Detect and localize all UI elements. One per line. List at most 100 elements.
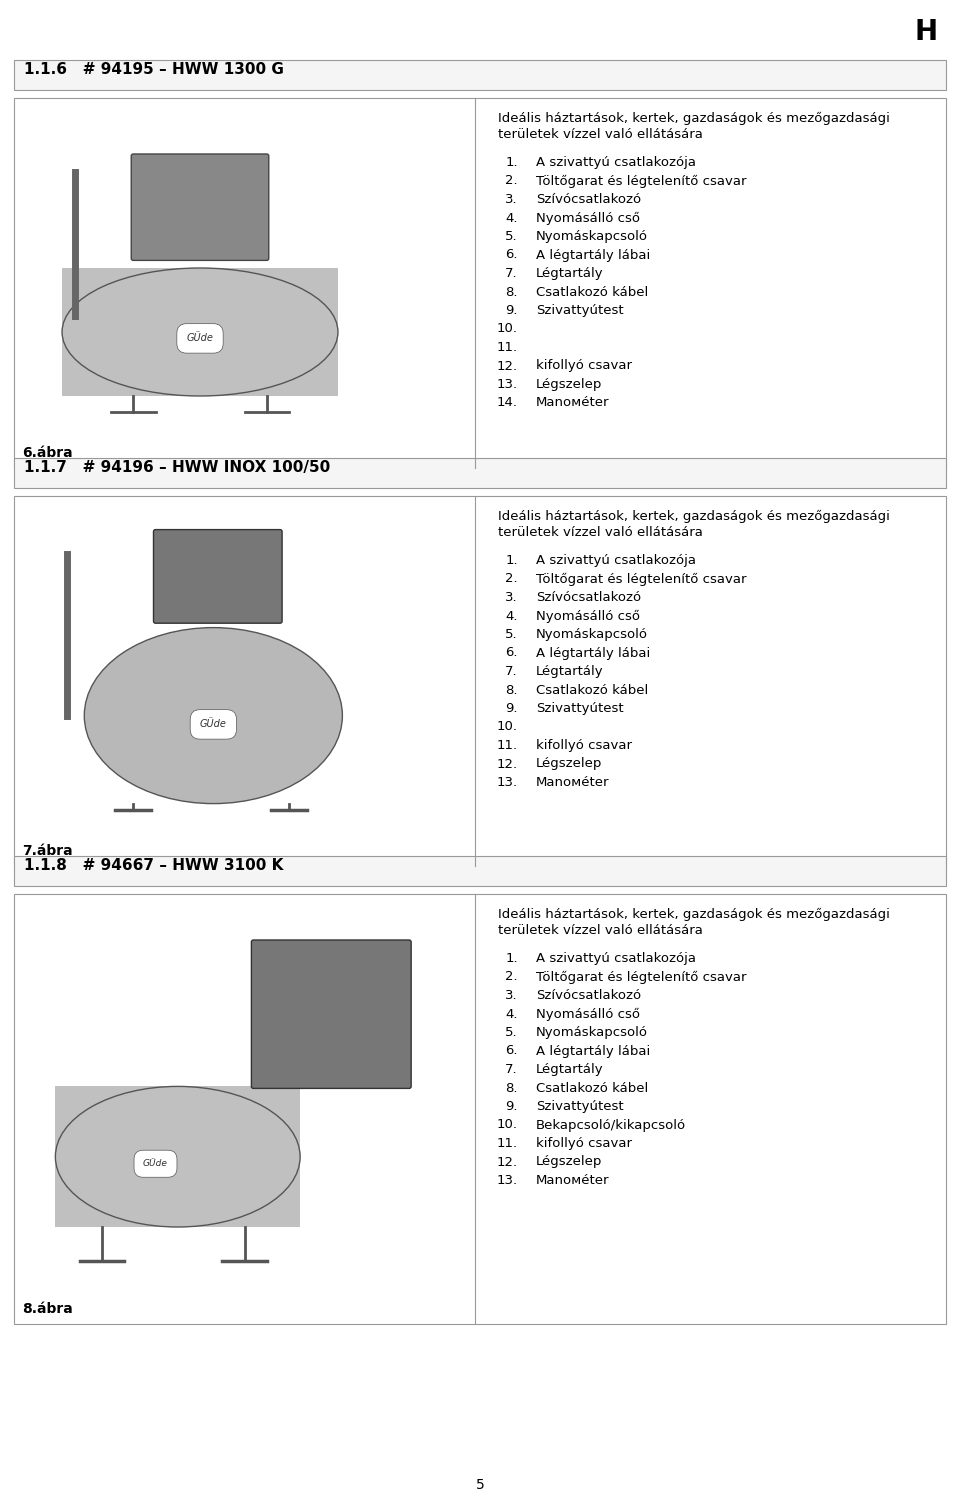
Text: Szívócsatlakozó: Szívócsatlakozó bbox=[536, 592, 641, 604]
Text: Nyomáskapcsoló: Nyomáskapcsoló bbox=[536, 628, 648, 641]
Text: 1.: 1. bbox=[505, 156, 518, 169]
Text: Szívócsatlakozó: Szívócsatlakozó bbox=[536, 989, 641, 1002]
Text: Ideális háztartások, kertek, gazdaságok és mezőgazdasági: Ideális háztartások, kertek, gazdaságok … bbox=[498, 112, 890, 126]
Text: 8.: 8. bbox=[506, 683, 518, 697]
Text: 12.: 12. bbox=[497, 360, 518, 373]
Text: Ideális háztartások, kertek, gazdaságok és mezőgazdasági: Ideális háztartások, kertek, gazdaságok … bbox=[498, 509, 890, 523]
Text: A légtartály lábai: A légtartály lábai bbox=[536, 249, 650, 262]
Text: Szivattyútest: Szivattyútest bbox=[536, 1100, 624, 1113]
Text: 12.: 12. bbox=[497, 1155, 518, 1168]
Text: GÜde: GÜde bbox=[200, 719, 227, 730]
Text: Szivattyútest: Szivattyútest bbox=[536, 304, 624, 318]
Text: területek vízzel való ellátására: területek vízzel való ellátására bbox=[498, 127, 703, 141]
Text: kifollyó csavar: kifollyó csavar bbox=[536, 739, 632, 752]
Text: Légtartály: Légtartály bbox=[536, 267, 604, 280]
Bar bbox=[14, 894, 946, 1324]
Text: Manoмéter: Manoмéter bbox=[536, 776, 610, 789]
Text: Csatlakozó kábel: Csatlakozó kábel bbox=[536, 286, 648, 298]
Text: 3.: 3. bbox=[505, 193, 518, 207]
Text: 5.: 5. bbox=[505, 628, 518, 641]
Text: Töltőgarat és légtelenítő csavar: Töltőgarat és légtelenítő csavar bbox=[536, 572, 747, 586]
Text: Manoмéter: Manoмéter bbox=[536, 1174, 610, 1186]
Bar bbox=[14, 97, 946, 467]
Text: 2.: 2. bbox=[505, 572, 518, 586]
FancyBboxPatch shape bbox=[132, 154, 269, 261]
Bar bbox=[62, 268, 338, 395]
Text: 2.: 2. bbox=[505, 971, 518, 984]
Bar bbox=[14, 60, 946, 90]
Text: Manoмéter: Manoмéter bbox=[536, 397, 610, 409]
Text: 9.: 9. bbox=[506, 703, 518, 715]
Text: Légszelep: Légszelep bbox=[536, 377, 602, 391]
Text: 1.1.7   # 94196 – HWW INOX 100/50: 1.1.7 # 94196 – HWW INOX 100/50 bbox=[24, 460, 330, 475]
Bar bbox=[14, 458, 946, 488]
Text: 3.: 3. bbox=[505, 989, 518, 1002]
Ellipse shape bbox=[84, 628, 343, 803]
Text: Nyomásálló cső: Nyomásálló cső bbox=[536, 610, 640, 623]
Text: kifollyó csavar: kifollyó csavar bbox=[536, 360, 632, 373]
Text: Töltőgarat és légtelenítő csavar: Töltőgarat és légtelenítő csavar bbox=[536, 174, 747, 187]
Text: Töltőgarat és légtelenítő csavar: Töltőgarat és légtelenítő csavar bbox=[536, 971, 747, 984]
Text: GÜde: GÜde bbox=[186, 334, 213, 343]
Text: Légszelep: Légszelep bbox=[536, 758, 602, 770]
Ellipse shape bbox=[56, 1086, 300, 1227]
Text: A légtartály lábai: A légtartály lábai bbox=[536, 1044, 650, 1058]
Text: 5.: 5. bbox=[505, 1026, 518, 1040]
Text: 5.: 5. bbox=[505, 231, 518, 243]
Text: Légszelep: Légszelep bbox=[536, 1155, 602, 1168]
Text: Bekapcsoló/kikapcsoló: Bekapcsoló/kikapcsoló bbox=[536, 1119, 686, 1131]
Text: 10.: 10. bbox=[497, 721, 518, 734]
Text: 1.1.8   # 94667 – HWW 3100 K: 1.1.8 # 94667 – HWW 3100 K bbox=[24, 858, 283, 873]
Text: 5: 5 bbox=[475, 1479, 485, 1492]
Text: kifollyó csavar: kifollyó csavar bbox=[536, 1137, 632, 1150]
Text: 6.: 6. bbox=[506, 249, 518, 262]
Text: Ideális háztartások, kertek, gazdaságok és mezőgazdasági: Ideális háztartások, kertek, gazdaságok … bbox=[498, 908, 890, 921]
Text: 1.1.6   # 94195 – HWW 1300 G: 1.1.6 # 94195 – HWW 1300 G bbox=[24, 61, 284, 76]
Text: területek vízzel való ellátására: területek vízzel való ellátására bbox=[498, 526, 703, 539]
Text: Csatlakozó kábel: Csatlakozó kábel bbox=[536, 1082, 648, 1095]
Text: Légtartály: Légtartály bbox=[536, 1064, 604, 1076]
Text: GÜde: GÜde bbox=[143, 1159, 168, 1168]
Text: 10.: 10. bbox=[497, 1119, 518, 1131]
Text: 11.: 11. bbox=[497, 1137, 518, 1150]
Text: 6.: 6. bbox=[506, 647, 518, 659]
Text: Szivattyútest: Szivattyútest bbox=[536, 703, 624, 715]
Text: 7.: 7. bbox=[505, 665, 518, 679]
FancyBboxPatch shape bbox=[154, 530, 282, 623]
Text: 8.ábra: 8.ábra bbox=[22, 1302, 73, 1317]
Text: Nyomásálló cső: Nyomásálló cső bbox=[536, 1008, 640, 1020]
Text: Légtartály: Légtartály bbox=[536, 665, 604, 679]
Text: A szivattyú csatlakozója: A szivattyú csatlakozója bbox=[536, 156, 696, 169]
Text: 7.ábra: 7.ábra bbox=[22, 843, 73, 858]
Text: Nyomáskapcsoló: Nyomáskapcsoló bbox=[536, 231, 648, 243]
Text: Nyomásálló cső: Nyomásálló cső bbox=[536, 211, 640, 225]
Text: 4.: 4. bbox=[506, 1008, 518, 1020]
FancyBboxPatch shape bbox=[252, 941, 411, 1089]
Bar bbox=[14, 496, 946, 866]
Text: 4.: 4. bbox=[506, 211, 518, 225]
Text: 13.: 13. bbox=[497, 1174, 518, 1186]
Text: 11.: 11. bbox=[497, 342, 518, 354]
Text: 1.: 1. bbox=[505, 554, 518, 568]
Text: Nyomáskapcsoló: Nyomáskapcsoló bbox=[536, 1026, 648, 1040]
Text: 7.: 7. bbox=[505, 267, 518, 280]
Text: 13.: 13. bbox=[497, 776, 518, 789]
Text: 13.: 13. bbox=[497, 377, 518, 391]
Text: 14.: 14. bbox=[497, 397, 518, 409]
Text: 10.: 10. bbox=[497, 322, 518, 336]
Text: 8.: 8. bbox=[506, 286, 518, 298]
Text: Csatlakozó kábel: Csatlakozó kábel bbox=[536, 683, 648, 697]
Text: 9.: 9. bbox=[506, 304, 518, 318]
Text: A szivattyú csatlakozója: A szivattyú csatlakozója bbox=[536, 554, 696, 568]
Text: területek vízzel való ellátására: területek vízzel való ellátására bbox=[498, 924, 703, 938]
Text: 12.: 12. bbox=[497, 758, 518, 770]
Text: H: H bbox=[915, 18, 938, 46]
Text: 6.: 6. bbox=[506, 1044, 518, 1058]
Text: 11.: 11. bbox=[497, 739, 518, 752]
Text: 9.: 9. bbox=[506, 1100, 518, 1113]
Text: 1.: 1. bbox=[505, 953, 518, 965]
Text: 7.: 7. bbox=[505, 1064, 518, 1076]
Text: 2.: 2. bbox=[505, 174, 518, 187]
Text: 8.: 8. bbox=[506, 1082, 518, 1095]
Bar bbox=[14, 855, 946, 885]
